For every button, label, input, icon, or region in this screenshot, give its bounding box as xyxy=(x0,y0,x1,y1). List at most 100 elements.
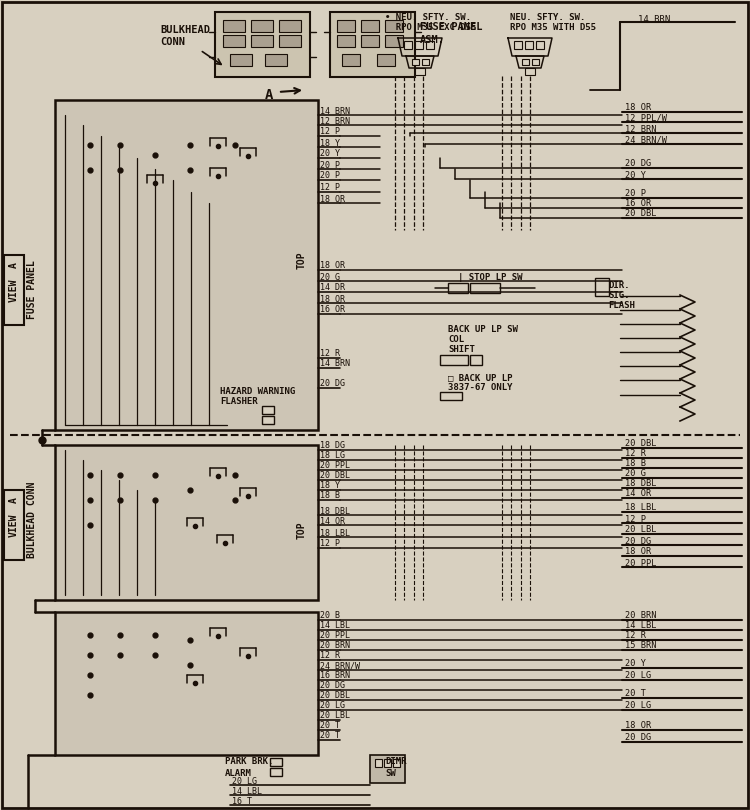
Bar xyxy=(384,759,391,767)
Bar xyxy=(415,41,423,49)
Text: 18 OR: 18 OR xyxy=(320,295,345,304)
Text: SIG.: SIG. xyxy=(608,291,629,300)
Text: 18 LG: 18 LG xyxy=(320,451,345,461)
Text: 18 OR: 18 OR xyxy=(625,722,651,731)
Text: 20 P: 20 P xyxy=(320,160,340,169)
Bar xyxy=(262,406,274,414)
Text: DIR.: DIR. xyxy=(608,280,629,289)
Text: 18 LBL: 18 LBL xyxy=(320,528,350,538)
Text: 18 Y: 18 Y xyxy=(320,139,340,147)
Text: TOP: TOP xyxy=(297,251,307,269)
Bar xyxy=(375,759,382,767)
Text: 20 T: 20 T xyxy=(320,731,340,740)
Text: 20 DG: 20 DG xyxy=(625,160,651,168)
Text: 12 R: 12 R xyxy=(320,651,340,660)
Bar xyxy=(55,445,318,600)
Text: 16 OR: 16 OR xyxy=(625,199,651,208)
Text: 14 BRN: 14 BRN xyxy=(320,360,350,369)
Text: 15 BRN: 15 BRN xyxy=(625,642,656,650)
Text: HAZARD WARNING: HAZARD WARNING xyxy=(220,387,296,397)
Text: 20 DBL: 20 DBL xyxy=(320,692,350,701)
Text: 14 BRN: 14 BRN xyxy=(320,106,350,116)
Text: 14 OR: 14 OR xyxy=(320,517,345,526)
Text: 18 LBL: 18 LBL xyxy=(625,504,656,513)
Text: 18 DBL: 18 DBL xyxy=(625,480,656,488)
Bar xyxy=(215,12,310,77)
Text: 20 PPL: 20 PPL xyxy=(320,462,350,471)
Text: 20 LBL: 20 LBL xyxy=(320,711,350,721)
Bar xyxy=(385,20,403,32)
Bar xyxy=(532,59,539,65)
Bar xyxy=(337,35,355,47)
Bar xyxy=(262,416,274,424)
Text: DIMR: DIMR xyxy=(385,757,406,766)
Text: 12 R: 12 R xyxy=(625,632,646,641)
Text: A: A xyxy=(9,497,19,503)
Text: 20 DBL: 20 DBL xyxy=(625,210,656,219)
Text: 20 DG: 20 DG xyxy=(625,536,651,545)
Text: FLASHER: FLASHER xyxy=(220,398,258,407)
Bar xyxy=(426,41,434,49)
Bar xyxy=(440,392,462,400)
Bar xyxy=(440,355,468,365)
Bar xyxy=(330,12,415,77)
Text: 20 LBL: 20 LBL xyxy=(625,526,656,535)
Bar xyxy=(251,20,273,32)
Bar xyxy=(393,759,400,767)
Text: 20 T: 20 T xyxy=(320,722,340,731)
Text: 20 PPL: 20 PPL xyxy=(625,559,656,568)
Text: 14 OR: 14 OR xyxy=(625,489,651,498)
Bar xyxy=(270,768,282,776)
Text: 20 DBL: 20 DBL xyxy=(625,440,656,449)
Text: COL: COL xyxy=(448,335,464,344)
Text: 20 BRN: 20 BRN xyxy=(625,612,656,620)
Text: 24 BRN/W: 24 BRN/W xyxy=(625,135,667,144)
Text: RPO M35 WITH D55: RPO M35 WITH D55 xyxy=(510,23,596,32)
Text: 20 DG: 20 DG xyxy=(320,380,345,389)
Text: 20 PPL: 20 PPL xyxy=(320,632,350,641)
Text: 12 P: 12 P xyxy=(320,539,340,548)
Text: ASM.: ASM. xyxy=(420,35,445,45)
Bar xyxy=(470,355,482,365)
Text: FUSE PANEL: FUSE PANEL xyxy=(420,22,482,32)
Text: □ BACK UP LP: □ BACK UP LP xyxy=(448,373,512,382)
Bar xyxy=(230,54,252,66)
Bar xyxy=(525,41,533,49)
Bar xyxy=(55,100,318,430)
Text: 16 T: 16 T xyxy=(232,796,252,805)
Text: 18 Y: 18 Y xyxy=(320,481,340,491)
Bar xyxy=(514,41,522,49)
Bar xyxy=(595,278,609,296)
Bar xyxy=(279,35,301,47)
Text: 20 BRN: 20 BRN xyxy=(320,642,350,650)
Text: 12 BRN: 12 BRN xyxy=(320,117,350,126)
Text: SHIFT: SHIFT xyxy=(448,346,475,355)
Text: 20 DG: 20 DG xyxy=(625,734,651,743)
Text: 12 PPL/W: 12 PPL/W xyxy=(625,113,667,122)
Bar xyxy=(270,758,282,766)
Bar xyxy=(4,490,24,560)
Text: 16 BRN: 16 BRN xyxy=(320,671,350,680)
Text: 16 OR: 16 OR xyxy=(320,305,345,314)
Bar xyxy=(522,59,529,65)
Bar xyxy=(251,35,273,47)
Bar xyxy=(342,54,360,66)
Text: 24 BRN/W: 24 BRN/W xyxy=(320,662,360,671)
Text: 20 LG: 20 LG xyxy=(320,701,345,710)
Text: 18 DBL: 18 DBL xyxy=(320,506,350,515)
Text: PARK BRK.: PARK BRK. xyxy=(225,757,273,766)
Bar xyxy=(415,68,425,75)
Text: TOP: TOP xyxy=(297,521,307,539)
Bar xyxy=(55,612,318,755)
Text: A: A xyxy=(265,88,273,102)
Bar xyxy=(265,54,287,66)
Bar xyxy=(422,59,429,65)
Bar xyxy=(4,255,24,325)
Text: 18 OR: 18 OR xyxy=(625,548,651,556)
Text: 20 Y: 20 Y xyxy=(320,150,340,159)
Text: 14 BRN: 14 BRN xyxy=(638,15,670,23)
Text: 18 OR: 18 OR xyxy=(625,104,651,113)
Text: 20 G: 20 G xyxy=(625,470,646,479)
Bar xyxy=(223,20,245,32)
Text: 20 P: 20 P xyxy=(625,190,646,198)
